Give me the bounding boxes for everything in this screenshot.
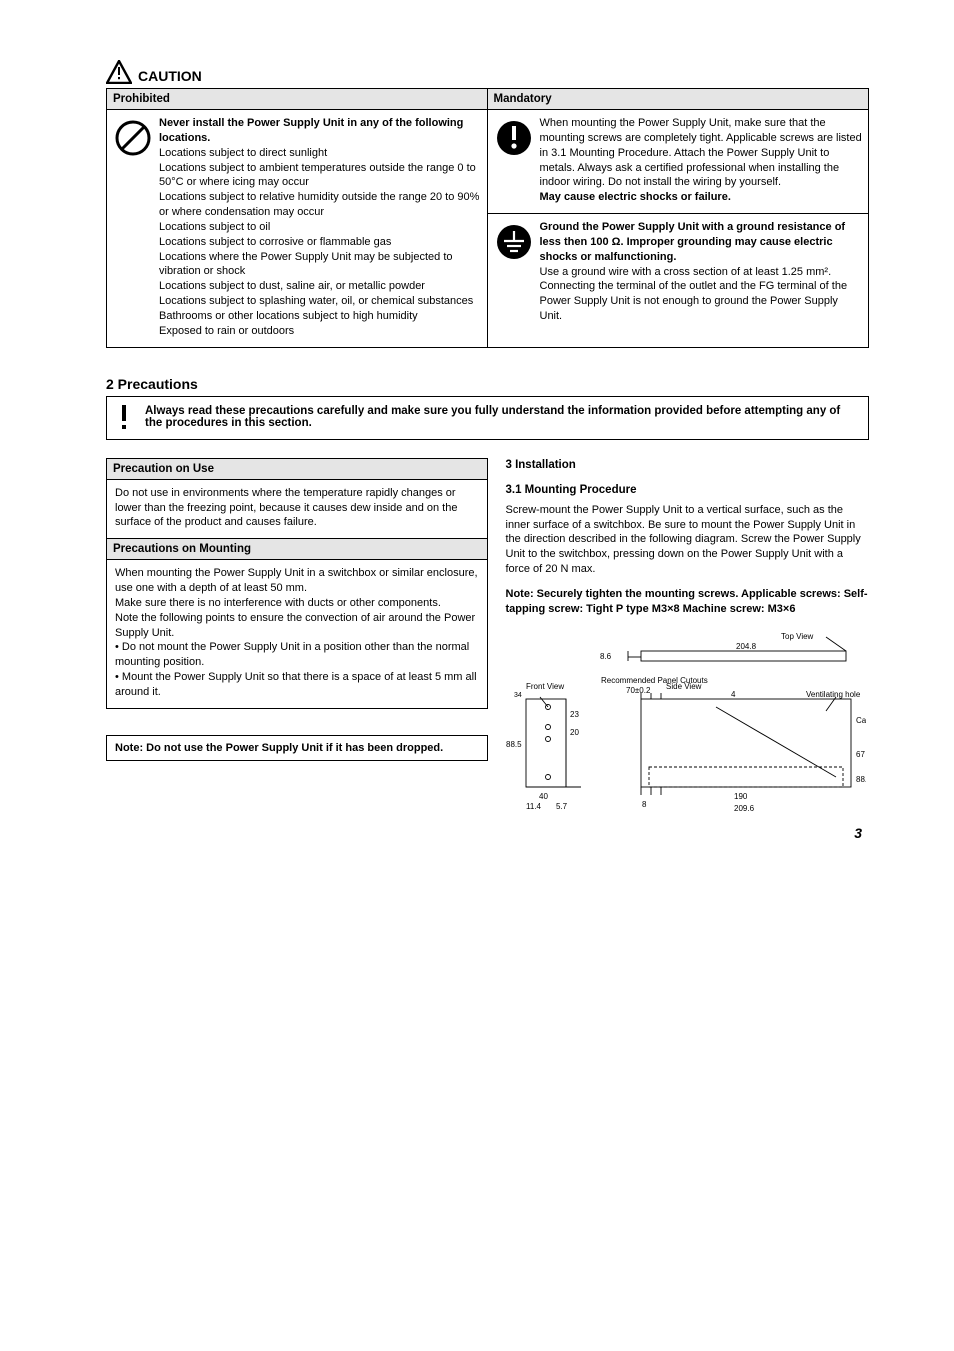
svg-text:4: 4 <box>731 690 736 699</box>
svg-text:5.7: 5.7 <box>556 802 568 811</box>
caution-heading: CAUTION <box>106 60 869 84</box>
svg-text:Front View: Front View <box>526 682 564 691</box>
mandatory-top-after: May cause electric shocks or failure. <box>540 190 863 205</box>
svg-text:88.5: 88.5 <box>856 775 866 784</box>
prohibited-cell: Never install the Power Supply Unit in a… <box>107 110 487 347</box>
svg-text:190: 190 <box>734 792 748 801</box>
prohibited-bullet: Locations subject to direct sunlight <box>159 146 481 161</box>
precaution-use-header: Precaution on Use <box>107 459 487 480</box>
svg-text:Top View: Top View <box>781 632 814 641</box>
caution-title: CAUTION <box>138 68 202 84</box>
svg-text:11.4: 11.4 <box>526 802 542 811</box>
prohibited-bullet: Locations where the Power Supply Unit ma… <box>159 250 481 280</box>
list-item: • Mount the Power Supply Unit so that th… <box>115 670 479 700</box>
prohibited-bullet: Locations subject to splashing water, oi… <box>159 294 481 309</box>
svg-text:209.6: 209.6 <box>734 804 755 813</box>
svg-text:34: 34 <box>514 692 522 699</box>
svg-text:20: 20 <box>570 728 579 737</box>
prohibited-bullet: Locations subject to relative humidity o… <box>159 190 481 220</box>
svg-text:67: 67 <box>856 750 865 759</box>
prohibited-bullet: Locations subject to oil <box>159 220 481 235</box>
install-body: Screw-mount the Power Supply Unit to a v… <box>506 503 870 577</box>
prohibited-bullet: Locations subject to ambient temperature… <box>159 161 481 191</box>
prohibited-text-title: Never install the Power Supply Unit in a… <box>159 116 481 146</box>
prohibit-icon <box>113 116 159 339</box>
caution-table: Prohibited Never install the Power Suppl… <box>106 88 869 348</box>
list-item: Note the following points to ensure the … <box>115 611 479 641</box>
ground-text: Ground the Power Supply Unit with a grou… <box>540 220 863 265</box>
install-subtitle: 3.1 Mounting Procedure <box>506 483 870 499</box>
prohibited-bullet: Exposed to rain or outdoors <box>159 324 481 339</box>
precaution-use-box: Precaution on Use Do not use in environm… <box>106 458 488 709</box>
prohibited-header: Prohibited <box>107 89 487 110</box>
exclaim-icon <box>117 405 145 431</box>
mandatory-header: Mandatory <box>488 89 869 110</box>
list-item: • Do not mount the Power Supply Unit in … <box>115 640 479 670</box>
mandatory-cell-bottom: Ground the Power Supply Unit with a grou… <box>488 214 869 332</box>
precaution-mount-body: When mounting the Power Supply Unit in a… <box>107 560 487 708</box>
svg-text:70±0.2: 70±0.2 <box>626 686 651 695</box>
precaution-mount-header: Precautions on Mounting <box>107 538 487 560</box>
list-item: When mounting the Power Supply Unit in a… <box>115 566 479 596</box>
precautions-banner: Always read these precautions carefully … <box>106 396 869 440</box>
svg-text:Side View: Side View <box>666 682 702 691</box>
drop-note: Note: Do not use the Power Supply Unit i… <box>106 735 488 761</box>
install-title: 3 Installation <box>506 458 870 474</box>
install-note: Note: Securely tighten the mounting scre… <box>506 587 870 617</box>
ground-bullet: Connecting the terminal of the outlet an… <box>540 279 863 324</box>
svg-text:Case: Case <box>856 716 866 725</box>
svg-text:204.8: 204.8 <box>736 642 757 651</box>
prohibited-bullet: Bathrooms or other locations subject to … <box>159 309 481 324</box>
precautions-title: 2 Precautions <box>106 376 869 392</box>
precaution-use-body: Do not use in environments where the tem… <box>107 480 487 539</box>
list-item: Make sure there is no interference with … <box>115 596 479 611</box>
svg-text:Ventilating hole: Ventilating hole <box>806 690 861 699</box>
svg-text:40: 40 <box>539 792 548 801</box>
mandatory-top-text: When mounting the Power Supply Unit, mak… <box>540 116 863 190</box>
svg-text:8: 8 <box>642 800 647 809</box>
prohibited-bullet: Locations subject to dust, saline air, o… <box>159 279 481 294</box>
svg-text:8.6: 8.6 <box>600 652 612 661</box>
warning-triangle-icon <box>106 60 132 84</box>
mounting-diagram: Top View 8.6 204.8 Front View <box>506 627 870 847</box>
mandatory-cell-top: When mounting the Power Supply Unit, mak… <box>488 110 869 214</box>
svg-text:88.5: 88.5 <box>506 740 522 749</box>
page-number: 3 <box>854 825 862 841</box>
svg-text:23: 23 <box>570 710 579 719</box>
prohibited-bullet: Locations subject to corrosive or flamma… <box>159 235 481 250</box>
ground-icon <box>494 220 540 324</box>
precautions-banner-text: Always read these precautions carefully … <box>145 405 858 429</box>
mandatory-exclaim-icon <box>494 116 540 205</box>
ground-bullet: Use a ground wire with a cross section o… <box>540 265 863 280</box>
